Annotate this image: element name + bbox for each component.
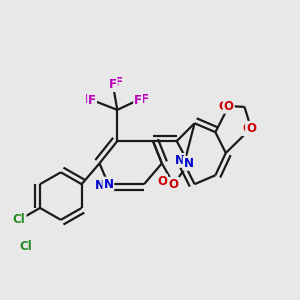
- Text: Cl: Cl: [20, 240, 32, 253]
- Text: O: O: [169, 178, 179, 191]
- Text: F: F: [85, 93, 93, 106]
- Text: O: O: [246, 122, 256, 135]
- Text: F: F: [88, 94, 96, 106]
- Text: F: F: [109, 78, 117, 91]
- Text: O: O: [157, 175, 167, 188]
- Text: F: F: [134, 94, 142, 106]
- Text: F: F: [141, 93, 149, 106]
- Text: N: N: [103, 178, 113, 191]
- Text: Cl: Cl: [13, 213, 26, 226]
- Text: O: O: [224, 100, 234, 112]
- Text: N: N: [184, 157, 194, 170]
- Text: N: N: [94, 179, 104, 192]
- Text: F: F: [115, 76, 123, 89]
- Text: N: N: [175, 154, 185, 167]
- Text: O: O: [218, 100, 228, 112]
- Text: O: O: [242, 122, 252, 135]
